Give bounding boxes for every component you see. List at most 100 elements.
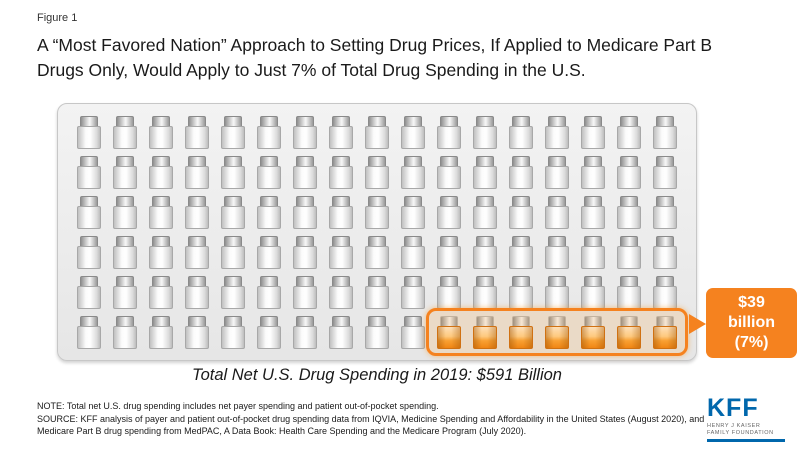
pill-bottle-icon [359,312,395,352]
pill-bottle-icon [611,152,647,192]
pill-bottle-icon [611,232,647,272]
pill-bottle-icon [431,152,467,192]
pill-bottle-icon [575,152,611,192]
callout-arrow-icon [689,314,706,334]
pill-bottle-icon [215,232,251,272]
pill-bottle-icon [575,232,611,272]
pill-bottle-icon-highlighted [575,312,611,352]
pill-bottle-icon [395,152,431,192]
pill-bottle-icon [287,192,323,232]
callout-percent: (7%) [734,334,769,351]
pill-bottle-icon [287,272,323,312]
pill-bottle-icon-highlighted [539,312,575,352]
pill-bottle-icon [251,152,287,192]
pill-bottle-icon-highlighted [467,312,503,352]
pill-bottle-icon-highlighted [431,312,467,352]
pill-bottle-icon [215,272,251,312]
pill-bottle-icon [287,112,323,152]
pill-bottle-icon [143,192,179,232]
chart-title: A “Most Favored Nation” Approach to Sett… [37,35,713,80]
pill-bottle-icon [359,232,395,272]
kff-tagline-line1: HENRY J KAISER [707,423,761,429]
pill-bottle-icon-highlighted [647,312,683,352]
pill-bottle-icon [431,232,467,272]
pill-bottle-icon [359,272,395,312]
note-text: NOTE: Total net U.S. drug spending inclu… [37,401,439,411]
pill-bottle-icon-highlighted [503,312,539,352]
pill-bottle-icon [107,232,143,272]
pill-bottle-icon [467,192,503,232]
kff-logo-tagline: HENRY J KAISER FAMILY FOUNDATION [707,423,793,437]
pill-bottle-icon [179,312,215,352]
pill-bottle-icon [179,232,215,272]
pill-bottle-icon [359,152,395,192]
callout-unit: billion [727,314,776,331]
pill-bottle-icon [647,192,683,232]
pill-bottle-icon [143,112,179,152]
pill-bottle-icon [143,152,179,192]
kff-tagline-line2: FAMILY FOUNDATION [707,430,774,437]
pill-bottle-icon [503,272,539,312]
pill-bottle-icon [467,152,503,192]
pill-bottle-icon [287,152,323,192]
pill-bottle-icon [539,272,575,312]
pill-bottle-icon [575,272,611,312]
pill-bottle-icon [323,152,359,192]
pill-bottle-icon [215,152,251,192]
kff-logo-text: KFF [707,394,759,422]
pill-bottle-icon [179,112,215,152]
pill-bottle-icon [395,112,431,152]
pill-bottle-icon-highlighted [611,312,647,352]
pill-bottle-icon [323,192,359,232]
figure-label: Figure 1 [37,12,78,24]
pill-bottle-icon [71,312,107,352]
pill-bottle-icon [359,112,395,152]
pill-bottle-icon [215,112,251,152]
pill-bottle-icon [611,272,647,312]
pill-bottle-icon [107,152,143,192]
pill-bottle-icon [251,272,287,312]
pill-bottle-icon [107,192,143,232]
pill-bottle-icon [323,272,359,312]
callout-badge: $39 billion (7%) [706,288,797,358]
pill-bottle-icon [287,232,323,272]
pill-bottle-icon [179,192,215,232]
pill-bottle-icon [107,312,143,352]
pill-bottle-icon [215,192,251,232]
source-text: SOURCE: KFF analysis of payer and patien… [37,414,705,436]
bottle-grid [71,112,683,352]
pill-bottle-icon [431,192,467,232]
pill-bottle-icon [467,272,503,312]
pill-bottle-icon [539,152,575,192]
pill-bottle-icon [143,312,179,352]
pill-bottle-icon [323,312,359,352]
pill-bottle-icon [71,192,107,232]
pill-bottle-icon [467,232,503,272]
highlight-outline [426,308,688,356]
pill-bottle-icon [251,112,287,152]
kff-logo: KFF HENRY J KAISER FAMILY FOUNDATION [707,394,793,443]
pill-bottle-icon [323,232,359,272]
pill-bottle-icon [179,272,215,312]
pill-bottle-icon [395,312,431,352]
pill-bottle-icon [647,152,683,192]
pill-bottle-icon [71,272,107,312]
pill-bottle-icon [107,272,143,312]
pill-bottle-icon [647,232,683,272]
pill-bottle-icon [611,192,647,232]
pill-bottle-icon [575,112,611,152]
pill-bottle-icon [107,112,143,152]
pill-bottle-icon [395,272,431,312]
pill-bottle-icon [467,112,503,152]
pill-bottle-icon [71,112,107,152]
total-spending-caption: Total Net U.S. Drug Spending in 2019: $5… [192,366,562,384]
pill-bottle-icon [503,112,539,152]
pill-bottle-icon [251,232,287,272]
pill-bottle-icon [323,112,359,152]
pill-bottle-icon [359,192,395,232]
pill-bottle-icon [539,112,575,152]
pill-bottle-icon [503,152,539,192]
pill-bottle-panel [57,103,697,361]
pill-bottle-icon [539,192,575,232]
pill-bottle-icon [431,112,467,152]
